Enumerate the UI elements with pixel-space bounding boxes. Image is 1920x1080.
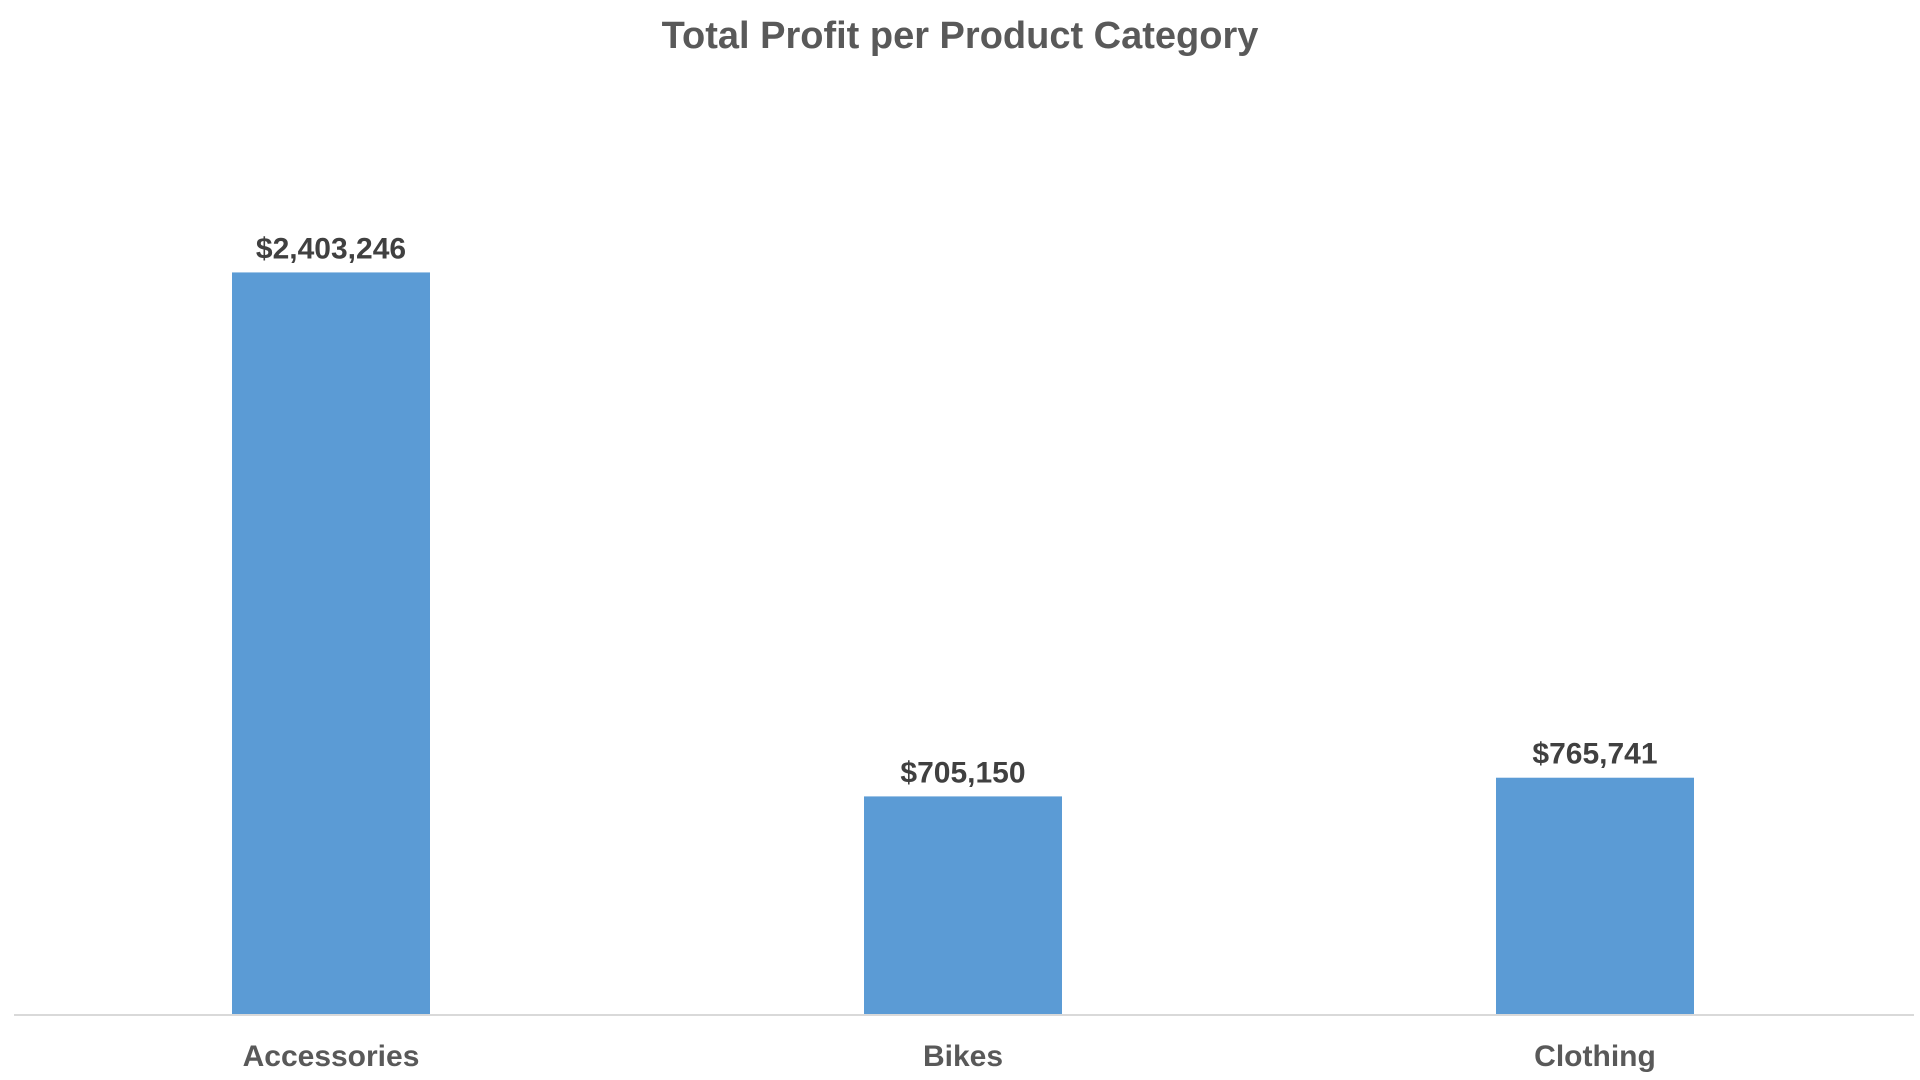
bar-bikes bbox=[864, 796, 1062, 1014]
x-tick-label-clothing: Clothing bbox=[1534, 1040, 1656, 1073]
bar-clothing bbox=[1496, 777, 1694, 1014]
x-tick-label-bikes: Bikes bbox=[923, 1040, 1003, 1073]
chart-title: Total Profit per Product Category bbox=[661, 15, 1259, 57]
bar-accessories bbox=[232, 272, 430, 1014]
data-label-clothing: $765,741 bbox=[1532, 738, 1657, 771]
x-tick-label-accessories: Accessories bbox=[243, 1040, 420, 1073]
data-label-bikes: $705,150 bbox=[900, 756, 1025, 789]
data-label-accessories: $2,403,246 bbox=[256, 232, 406, 265]
